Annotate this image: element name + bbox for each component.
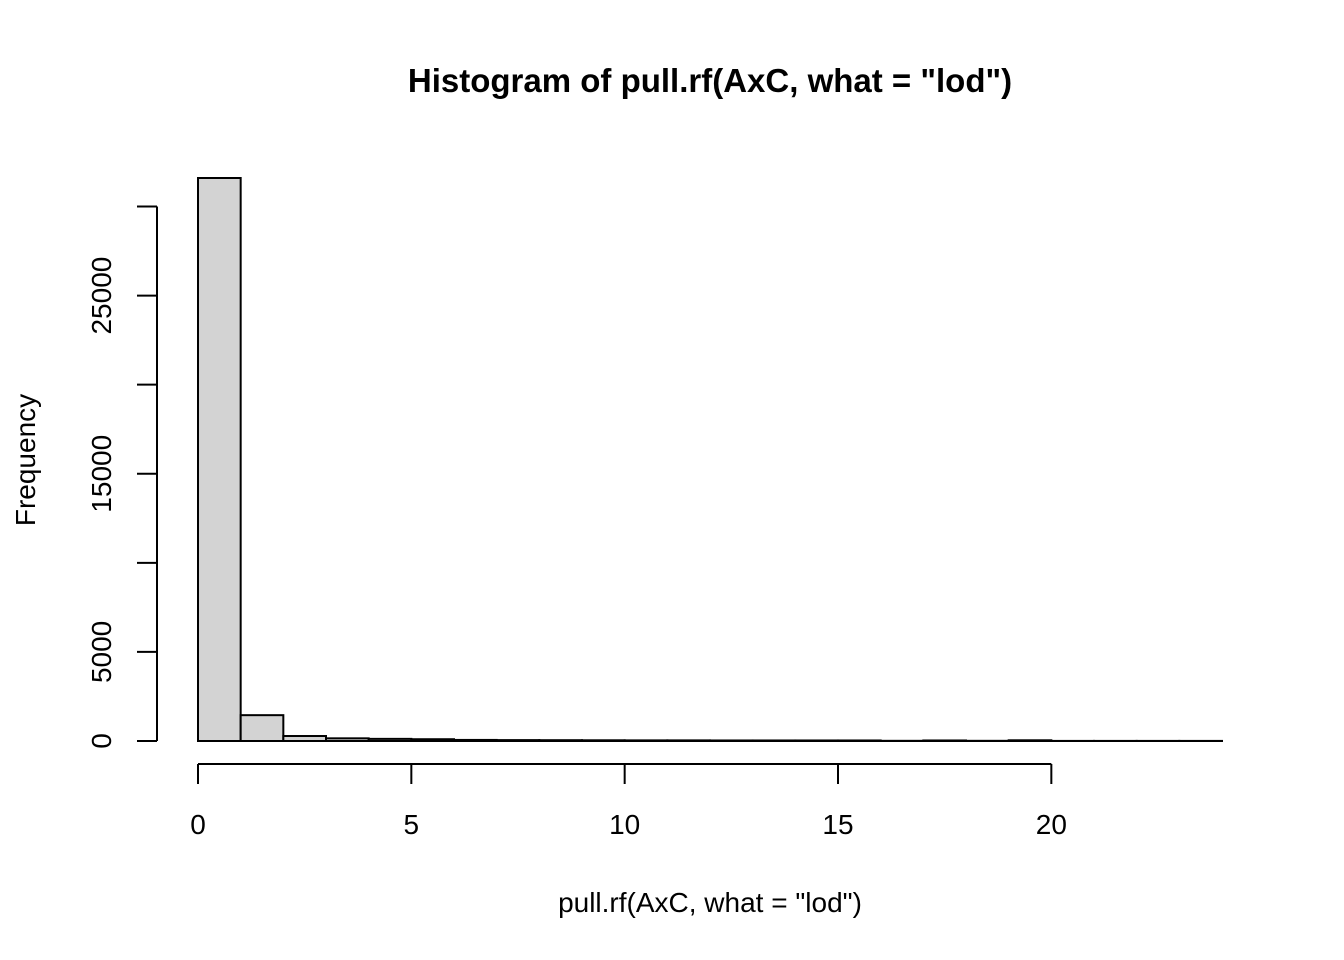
histogram-bar-9	[581, 739, 626, 743]
histogram-bar-11	[666, 739, 711, 742]
histogram-bar-3	[325, 737, 370, 742]
y-axis-label: Frequency	[10, 394, 41, 526]
histogram-bar-19	[1007, 739, 1053, 743]
histogram-bars	[197, 177, 1224, 743]
x-tick-label-3: 15	[822, 809, 853, 840]
histogram-bar-6	[453, 738, 498, 743]
histogram-bar-14	[794, 739, 839, 743]
x-tick-label-0: 0	[190, 809, 206, 840]
histogram-bar-13	[751, 739, 797, 743]
histogram-bar-5	[410, 738, 456, 743]
histogram-bar-0	[197, 177, 242, 742]
histogram-bar-1	[239, 714, 285, 742]
chart-title: Histogram of pull.rf(AxC, what = "lod")	[408, 62, 1012, 99]
histogram-bar-7	[495, 739, 541, 743]
histogram-bar-4	[367, 737, 413, 742]
y-axis: 0 5000 15000 25000	[86, 205, 158, 749]
y-tick-label-5: 25000	[86, 257, 117, 335]
y-tick-label-1: 5000	[86, 621, 117, 683]
x-axis: 0 5 10 15 20	[190, 763, 1067, 840]
histogram-bar-17	[922, 739, 967, 743]
histogram-bar-15	[837, 739, 882, 743]
histogram-bar-10	[623, 739, 669, 742]
y-tick-label-0: 0	[86, 733, 117, 749]
histogram-bar-8	[538, 739, 583, 742]
x-axis-label: pull.rf(AxC, what = "lod")	[558, 887, 862, 918]
histogram-bar-2	[282, 735, 328, 743]
histogram-bar-12	[709, 739, 754, 743]
x-tick-label-4: 20	[1036, 809, 1067, 840]
x-tick-label-1: 5	[404, 809, 420, 840]
y-tick-label-3: 15000	[86, 435, 117, 513]
x-tick-label-2: 10	[609, 809, 640, 840]
